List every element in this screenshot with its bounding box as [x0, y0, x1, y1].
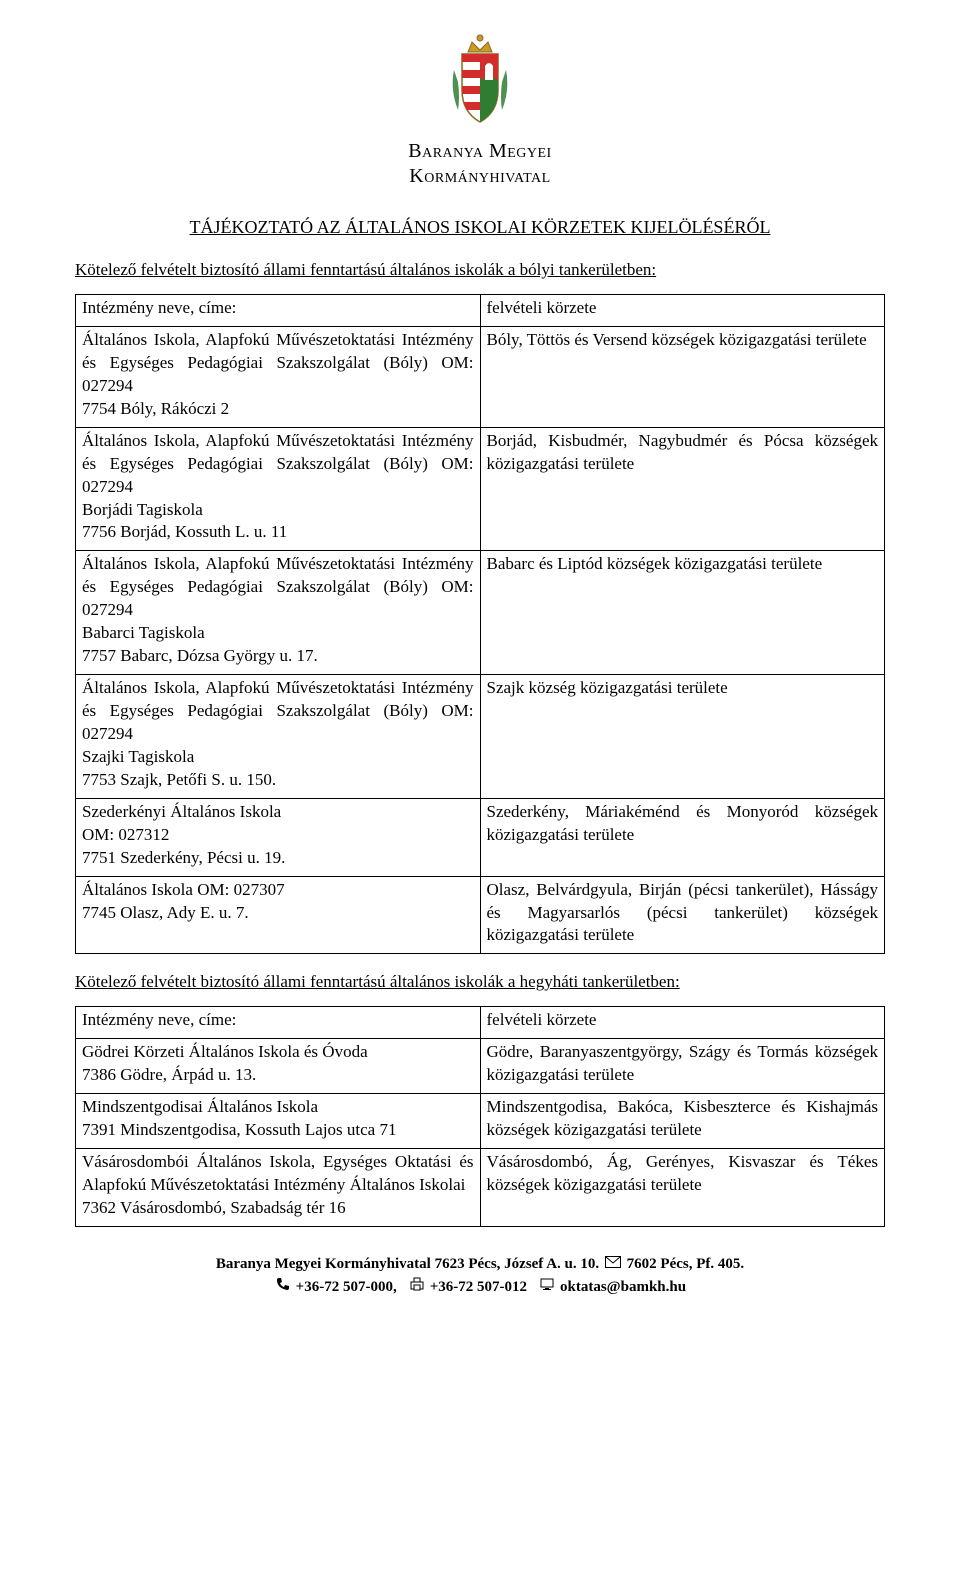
- cell-district: Mindszentgodisa, Bakóca, Kisbeszterce és…: [480, 1094, 885, 1149]
- table-header-row: Intézmény neve, címe:felvételi körzete: [76, 1007, 885, 1039]
- table-row: Gödrei Körzeti Általános Iskola és Óvoda…: [76, 1039, 885, 1094]
- section-intro: Kötelező felvételt biztosító állami fenn…: [75, 260, 885, 280]
- table-row: Általános Iskola, Alapfokú Művészetoktat…: [76, 427, 885, 551]
- cell-district: Olasz, Belvárdgyula, Birján (pécsi tanke…: [480, 876, 885, 954]
- cell-institution: Általános Iskola, Alapfokú Művészetoktat…: [76, 675, 481, 799]
- section-intro: Kötelező felvételt biztosító állami fenn…: [75, 972, 885, 992]
- document-footer: Baranya Megyei Kormányhivatal 7623 Pécs,…: [75, 1253, 885, 1299]
- footer-line1: Baranya Megyei Kormányhivatal 7623 Pécs,…: [75, 1253, 885, 1276]
- cell-institution: Gödrei Körzeti Általános Iskola és Óvoda…: [76, 1039, 481, 1094]
- cell-institution: Vásárosdombói Általános Iskola, Egységes…: [76, 1149, 481, 1227]
- table-row: Vásárosdombói Általános Iskola, Egységes…: [76, 1149, 885, 1227]
- table-row: Általános Iskola, Alapfokú Művészetoktat…: [76, 675, 885, 799]
- document-page: Baranya Megyei Kormányhivatal TÁJÉKOZTAT…: [0, 0, 960, 1319]
- cell-institution: Mindszentgodisai Általános Iskola7391 Mi…: [76, 1094, 481, 1149]
- cell-district: Gödre, Baranyaszentgyörgy, Szágy és Torm…: [480, 1039, 885, 1094]
- cell-district: Szederkény, Máriakéménd és Monyoród közs…: [480, 798, 885, 876]
- org-line2: Kormányhivatal: [409, 165, 550, 187]
- footer-address: Baranya Megyei Kormányhivatal 7623 Pécs,…: [216, 1256, 599, 1272]
- phone-icon: [276, 1276, 290, 1299]
- table-header-row: Intézmény neve, címe:felvételi körzete: [76, 295, 885, 327]
- cell-district: Szajk község közigazgatási területe: [480, 675, 885, 799]
- table-row: Általános Iskola OM: 0273077745 Olasz, A…: [76, 876, 885, 954]
- footer-phone1: +36-72 507-000,: [296, 1279, 397, 1295]
- cell-institution: Általános Iskola OM: 0273077745 Olasz, A…: [76, 876, 481, 954]
- table-row: Szederkényi Általános IskolaOM: 02731277…: [76, 798, 885, 876]
- table-row: Általános Iskola, Alapfokú Művészetoktat…: [76, 551, 885, 675]
- cell-institution: Szederkényi Általános IskolaOM: 02731277…: [76, 798, 481, 876]
- header-cell-name: Intézmény neve, címe:: [76, 295, 481, 327]
- envelope-icon: [605, 1253, 621, 1276]
- cell-district: Borjád, Kisbudmér, Nagybudmér és Pócsa k…: [480, 427, 885, 551]
- cell-institution: Általános Iskola, Alapfokú Művészetoktat…: [76, 326, 481, 427]
- footer-mailbox: 7602 Pécs, Pf. 405.: [627, 1256, 744, 1272]
- table-row: Általános Iskola, Alapfokú Művészetoktat…: [76, 326, 885, 427]
- footer-line2: +36-72 507-000, +36-72 507-012 oktatas@b…: [75, 1276, 885, 1299]
- cell-institution: Általános Iskola, Alapfokú Művészetoktat…: [76, 427, 481, 551]
- coat-of-arms-icon: [448, 30, 512, 131]
- cell-district: Babarc és Liptód községek közigazgatási …: [480, 551, 885, 675]
- table-row: Mindszentgodisai Általános Iskola7391 Mi…: [76, 1094, 885, 1149]
- header-cell-district: felvételi körzete: [480, 1007, 885, 1039]
- org-name: Baranya Megyei Kormányhivatal: [75, 139, 885, 189]
- cell-district: Bóly, Töttös és Versend községek közigaz…: [480, 326, 885, 427]
- header-cell-district: felvételi körzete: [480, 295, 885, 327]
- computer-icon: [540, 1276, 554, 1299]
- sections-container: Kötelező felvételt biztosító állami fenn…: [75, 260, 885, 1227]
- cell-institution: Általános Iskola, Alapfokú Művészetoktat…: [76, 551, 481, 675]
- document-title: TÁJÉKOZTATÓ AZ ÁLTALÁNOS ISKOLAI KÖRZETE…: [75, 217, 885, 238]
- fax-icon: [410, 1276, 424, 1299]
- footer-phone2: +36-72 507-012: [430, 1279, 527, 1295]
- org-line1: Baranya Megyei: [408, 140, 551, 162]
- document-header: Baranya Megyei Kormányhivatal: [75, 30, 885, 189]
- cell-district: Vásárosdombó, Ág, Gerényes, Kisvaszar és…: [480, 1149, 885, 1227]
- header-cell-name: Intézmény neve, címe:: [76, 1007, 481, 1039]
- district-table: Intézmény neve, címe:felvételi körzeteÁl…: [75, 294, 885, 954]
- footer-email: oktatas@bamkh.hu: [560, 1279, 686, 1295]
- district-table: Intézmény neve, címe:felvételi körzeteGö…: [75, 1006, 885, 1227]
